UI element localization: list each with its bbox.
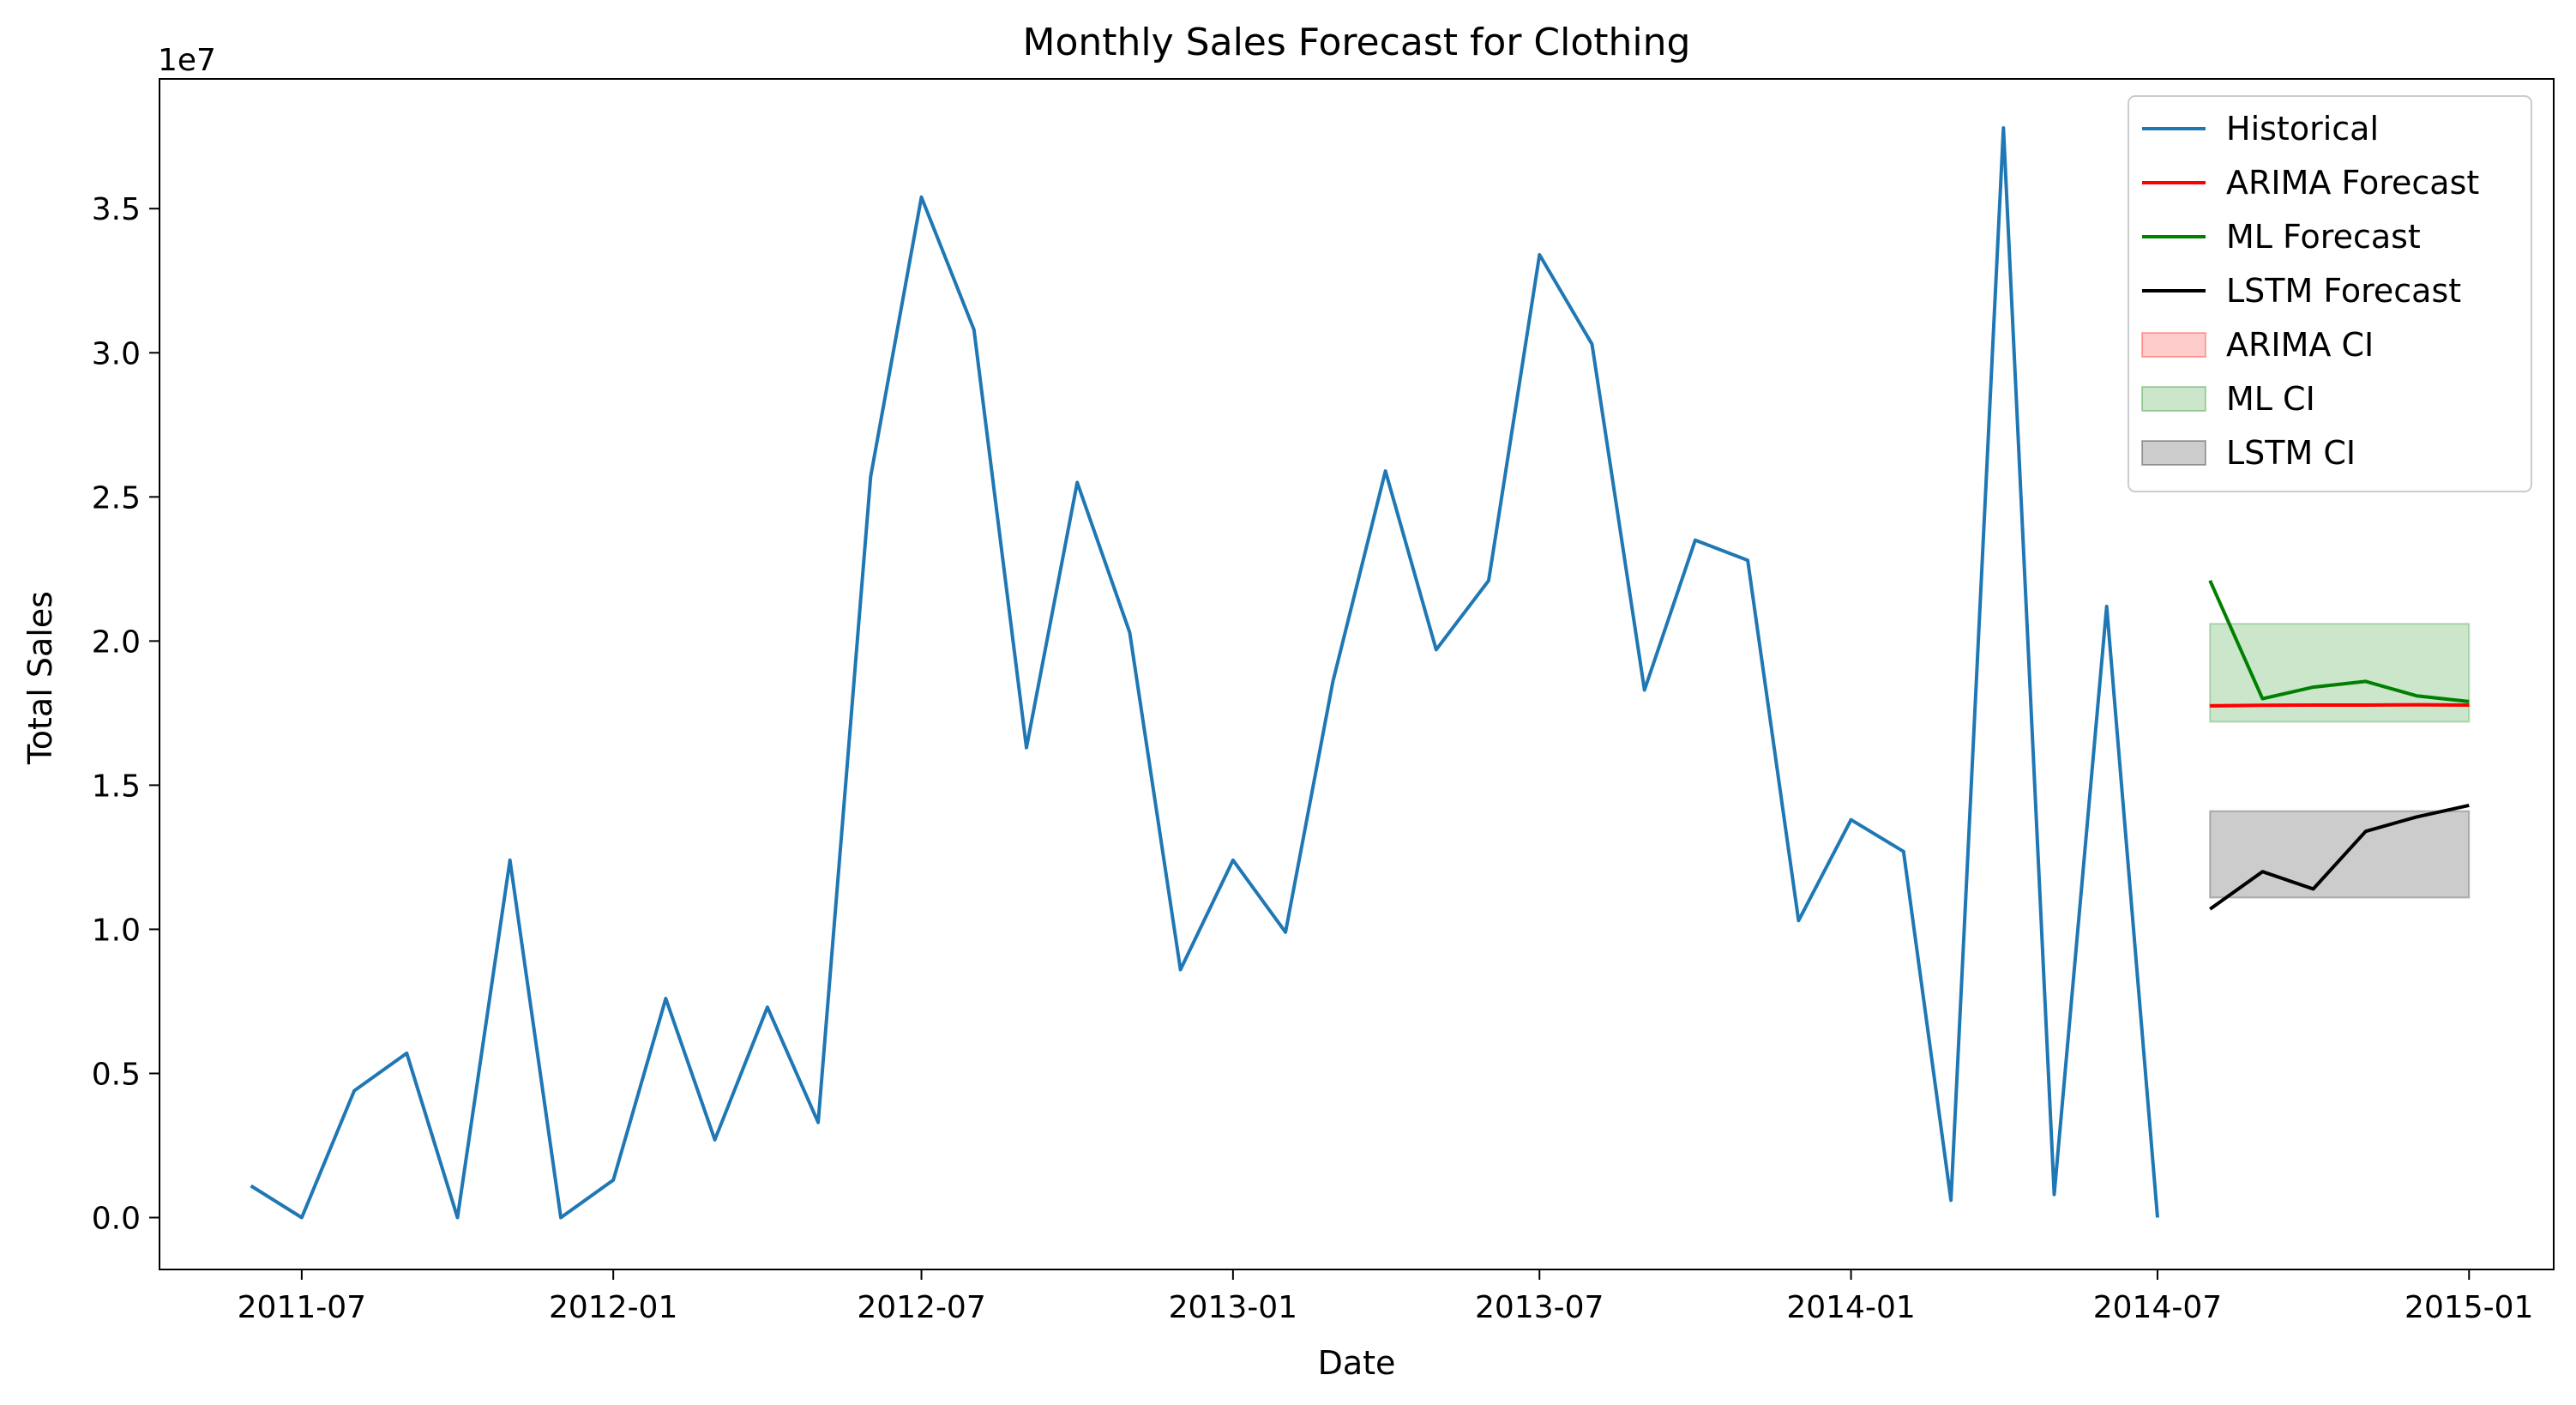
legend-swatch bbox=[2141, 440, 2206, 466]
series-line-1 bbox=[2210, 702, 2470, 708]
y-tick-label: 2.5 bbox=[92, 480, 141, 516]
y-tick-label: 1.5 bbox=[92, 769, 141, 804]
series-lines bbox=[250, 126, 2470, 1220]
x-tick-label: 2012-01 bbox=[549, 1290, 677, 1325]
series-line-3 bbox=[2209, 803, 2470, 911]
y-axis-label: Total Sales bbox=[21, 591, 59, 765]
x-tick-label: 2012-07 bbox=[857, 1290, 985, 1325]
x-axis-label: Date bbox=[1318, 1344, 1396, 1382]
legend-swatch bbox=[2141, 332, 2206, 358]
x-axis: 2011-07 2012-01 2012-07 2013-01 2013-07 2014-… bbox=[238, 1269, 2533, 1325]
y-tick-label: 2.0 bbox=[92, 624, 141, 660]
x-tick-label: 2013-01 bbox=[1169, 1290, 1297, 1325]
legend-label: ML Forecast bbox=[2226, 218, 2421, 256]
legend-label: Historical bbox=[2226, 110, 2379, 148]
y-axis-multiplier: 1e7 bbox=[158, 43, 216, 78]
series-line-0 bbox=[250, 126, 2159, 1220]
legend: Historical ARIMA Forecast ML Forecast LSTM … bbox=[2128, 95, 2532, 492]
legend-label: LSTM CI bbox=[2226, 434, 2356, 472]
series-line-2 bbox=[2208, 579, 2470, 703]
x-tick-label: 2015-01 bbox=[2404, 1290, 2533, 1325]
legend-frame bbox=[2128, 95, 2532, 492]
legend-label: ARIMA Forecast bbox=[2226, 164, 2479, 202]
chart-title: Monthly Sales Forecast for Clothing bbox=[1023, 21, 1691, 64]
y-tick-label: 0.0 bbox=[92, 1202, 141, 1237]
y-tick-label: 1.0 bbox=[92, 913, 141, 948]
y-axis: 0.0 0.5 1.0 1.5 2.0 2.5 3.0 3.5 bbox=[92, 192, 159, 1237]
y-tick-label: 3.0 bbox=[92, 336, 141, 371]
plot-frame bbox=[159, 78, 2555, 1270]
legend-label: ARIMA CI bbox=[2226, 326, 2374, 364]
y-tick-label: 3.5 bbox=[92, 192, 141, 227]
legend-swatch bbox=[2141, 386, 2206, 412]
x-tick-label: 2011-07 bbox=[238, 1290, 366, 1325]
y-tick-label: 0.5 bbox=[92, 1057, 141, 1092]
ci-band-2 bbox=[2209, 810, 2471, 899]
legend-label: LSTM Forecast bbox=[2226, 272, 2461, 310]
legend-label: ML CI bbox=[2226, 380, 2315, 418]
x-tick-label: 2013-07 bbox=[1475, 1290, 1604, 1325]
x-tick-label: 2014-01 bbox=[1786, 1290, 1915, 1325]
x-tick-label: 2014-07 bbox=[2093, 1290, 2222, 1325]
